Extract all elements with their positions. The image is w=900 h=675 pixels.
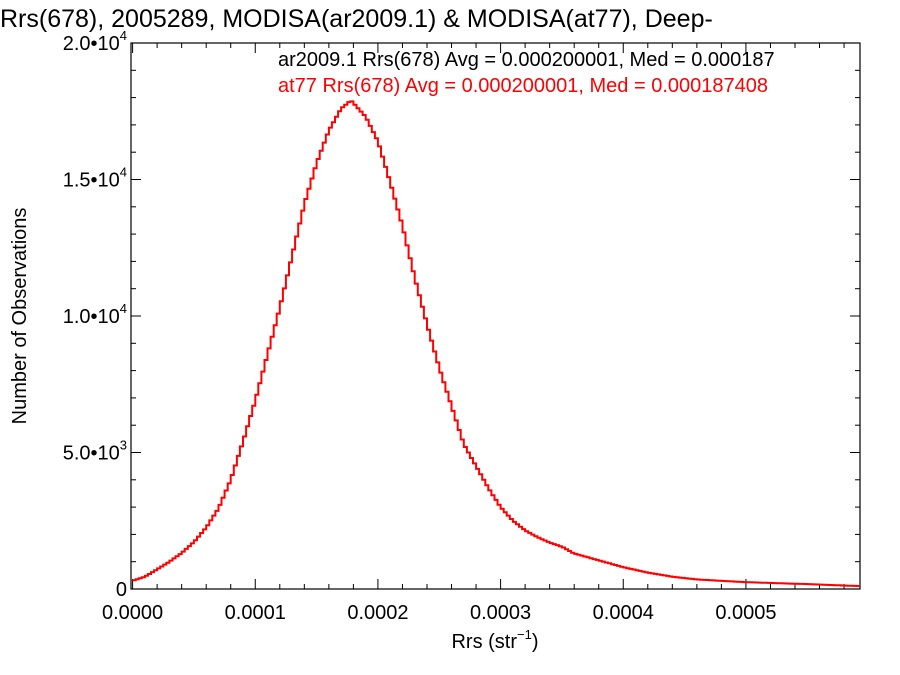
x-axis-label-exponent: −1 xyxy=(517,627,532,642)
annotation-at77: at77 Rrs(678) Avg = 0.000200001, Med = 0… xyxy=(278,75,768,97)
annotation-ar2009: ar2009.1 Rrs(678) Avg = 0.000200001, Med… xyxy=(278,49,775,71)
y-tick-mantissa: 2.0•10 xyxy=(63,33,120,55)
histogram-line-at77 xyxy=(132,100,860,587)
y-tick-exponent: 4 xyxy=(120,28,127,43)
x-tick-label: 0.0003 xyxy=(470,602,531,624)
x-tick-label: 0.0000 xyxy=(102,602,163,624)
y-tick-label: 1.5•104 xyxy=(63,165,127,192)
y-tick-label: 2.0•104 xyxy=(63,28,127,55)
y-tick-mantissa: 0 xyxy=(116,579,127,601)
y-tick-label: 0 xyxy=(116,579,127,601)
x-axis: 0.0000 0.0001 0.0002 0.0003 0.0004 0.0005 xyxy=(102,43,845,624)
chart-title: Rrs(678), 2005289, MODISA(ar2009.1) & MO… xyxy=(0,5,713,33)
x-tick-label: 0.0001 xyxy=(225,602,286,624)
x-tick-label: 0.0002 xyxy=(347,602,408,624)
x-axis-label-main: Rrs (str xyxy=(451,631,517,653)
y-axis-label: Number of Observations xyxy=(9,208,31,425)
x-axis-label-close: ) xyxy=(532,631,539,653)
y-tick-label: 5.0•103 xyxy=(63,438,127,465)
plot-frame xyxy=(130,42,861,590)
y-tick-mantissa: 1.0•10 xyxy=(63,306,120,328)
y-tick-exponent: 4 xyxy=(120,301,127,316)
x-tick-label: 0.0005 xyxy=(715,602,776,624)
y-tick-mantissa: 1.5•10 xyxy=(63,170,120,192)
x-axis-label: Rrs (str−1) xyxy=(451,627,538,653)
y-tick-exponent: 3 xyxy=(120,438,127,453)
y-tick-mantissa: 5.0•10 xyxy=(63,443,120,465)
y-tick-label: 1.0•104 xyxy=(63,301,127,328)
x-tick-label: 0.0004 xyxy=(593,602,654,624)
y-tick-exponent: 4 xyxy=(120,165,127,180)
